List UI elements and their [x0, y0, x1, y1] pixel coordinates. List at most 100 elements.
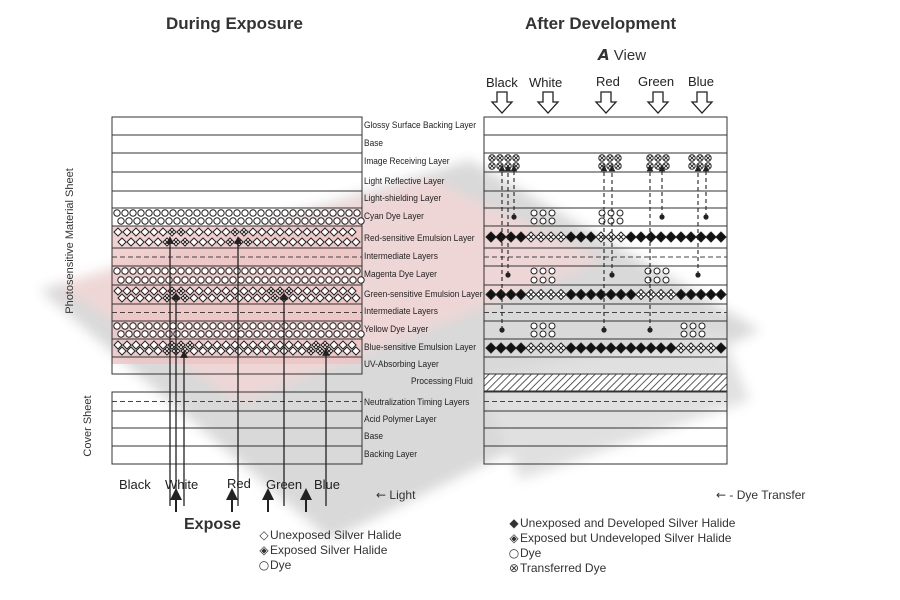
developed-silver-halide-icon: ◆ [509, 516, 519, 530]
dye-particle [269, 330, 277, 338]
unexposed-silver-halide [117, 237, 127, 247]
developed-silver-halide [635, 231, 647, 243]
dye-particle [321, 209, 329, 217]
view-arrows [490, 91, 714, 114]
dye-particle [253, 217, 261, 225]
legend-right: ◆Unexposed and Developed Silver Halide ◈… [508, 516, 736, 576]
layer-label: Processing Fluid [411, 376, 473, 387]
transferred-dye-cross [689, 163, 695, 169]
dye-particle [539, 267, 547, 275]
dye-particle [313, 322, 321, 330]
unexposed-silver-halide [306, 237, 316, 247]
dye-particle [289, 209, 297, 217]
layer-label: Green-sensitive Emulsion Layer [364, 289, 483, 300]
dye-particle [261, 276, 269, 284]
dye-particle [349, 276, 357, 284]
transferred-dye-icon: ⊗ [508, 561, 520, 575]
dye-particle [653, 267, 661, 275]
hatch-mark [272, 295, 278, 301]
unexposed-silver-halide [225, 346, 235, 356]
layer-label: UV-Absorbing Layer [364, 359, 439, 370]
transferred-dye-cross [489, 155, 495, 161]
unexposed-silver-halide [284, 227, 294, 237]
unexposed-silver-halide [212, 227, 222, 237]
dye-particle [141, 276, 149, 284]
dye-particle [689, 322, 697, 330]
hatch-mark [608, 234, 614, 240]
developed-silver-halide [655, 342, 667, 354]
legend-left: ◇Unexposed Silver Halide ◈Exposed Silver… [258, 528, 402, 573]
hatch-mark [245, 239, 251, 245]
hatch-mark [638, 291, 644, 298]
dye-particle [269, 217, 277, 225]
dye-particle [539, 330, 547, 338]
legend-item: ◆Unexposed and Developed Silver Halide [508, 516, 735, 531]
dye-particle [209, 322, 217, 330]
unexposed-silver-halide [347, 227, 357, 237]
unexposed-silver-halide [198, 346, 208, 356]
dye-particle [137, 322, 145, 330]
unexposed-silver-halide [122, 227, 132, 237]
dye-particle [305, 322, 313, 330]
unexposed-silver-halide [338, 227, 348, 237]
unexposed-silver-halide [140, 286, 150, 296]
dye-particle [249, 322, 257, 330]
unexposed-silver-halide [342, 346, 352, 356]
dye-particle [548, 267, 556, 275]
unexposed-silver-halide [203, 340, 213, 350]
exposure-label-white: White [165, 477, 199, 492]
dye-icon: ○ [508, 546, 520, 560]
dye-particle [213, 217, 221, 225]
transferred-dye-cross [513, 155, 519, 161]
dye-particle [237, 217, 245, 225]
dye-source-dot [695, 272, 701, 278]
dye-particle [285, 330, 293, 338]
legend-item: ⊗Transferred Dye [508, 561, 735, 576]
dye-particle [189, 330, 197, 338]
dye-particle [353, 267, 361, 275]
unexposed-silver-halide [207, 346, 217, 356]
dye-particle [173, 276, 181, 284]
unexposed-silver-halide [329, 340, 339, 350]
unexposed-silver-halide [234, 346, 244, 356]
dye-particle [181, 276, 189, 284]
unexposed-silver-halide [293, 227, 303, 237]
unexposed-silver-halide [333, 237, 343, 247]
dye-particle [337, 322, 345, 330]
dye-particle [289, 267, 297, 275]
exposure-label-red: Red [227, 476, 251, 491]
view-label-blue: Blue [688, 74, 715, 89]
transferred-dye-cross [655, 155, 661, 161]
dye-particle [341, 330, 349, 338]
unexposed-silver-halide [194, 227, 204, 237]
exposed-silver-halide-icon: ◈ [259, 543, 269, 557]
unexposed-silver-halide [302, 340, 312, 350]
dye-particle [698, 322, 706, 330]
hatch-mark [548, 345, 554, 351]
unexposed-silver-halide [243, 346, 253, 356]
unexposed-silver-halide [158, 286, 168, 296]
exposure-label-black: Black [119, 477, 151, 492]
light-label: Light [389, 488, 416, 502]
dye-particle [333, 276, 341, 284]
dye-particle [317, 330, 325, 338]
unexposed-silver-halide [243, 293, 253, 303]
dye-particle [321, 322, 329, 330]
layer-label: Yellow Dye Layer [364, 324, 429, 335]
dye-particle [129, 267, 137, 275]
dye-particle [309, 217, 317, 225]
dye-particle [261, 217, 269, 225]
dye-particle [221, 217, 229, 225]
unexposed-silver-halide [198, 293, 208, 303]
hatch-mark [548, 234, 554, 240]
dye-particle [197, 276, 205, 284]
legend-text: Exposed Silver Halide [270, 543, 388, 557]
hatch-mark [558, 234, 564, 240]
dye-transfer-label: - Dye Transfer [729, 488, 806, 502]
developed-silver-halide [505, 288, 517, 301]
unexposed-silver-halide [221, 340, 231, 350]
dye-particle [189, 276, 197, 284]
unexposed-silver-halide [248, 340, 258, 350]
dye-particle [217, 209, 225, 217]
dye-particle [141, 217, 149, 225]
